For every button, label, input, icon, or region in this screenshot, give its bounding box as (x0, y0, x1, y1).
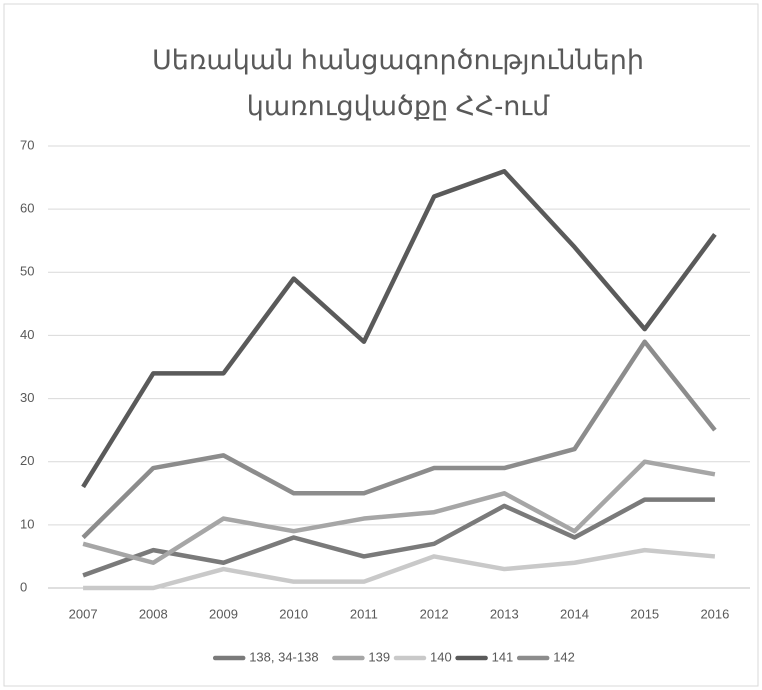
x-tick-label: 2016 (700, 606, 729, 621)
x-tick-label: 2010 (279, 606, 308, 621)
x-tick-label: 2013 (490, 606, 519, 621)
legend-label: 139 (368, 649, 390, 664)
line-series (83, 547, 716, 591)
y-tick-label: 20 (20, 453, 34, 468)
line-series (81, 169, 717, 489)
x-tick-label: 2015 (630, 606, 659, 621)
legend-label: 142 (553, 649, 575, 664)
y-tick-label: 40 (20, 327, 34, 342)
y-tick-label: 70 (20, 137, 34, 152)
line-series (81, 339, 717, 540)
legend-label: 138, 34-138 (249, 649, 318, 664)
y-tick-label: 10 (20, 516, 34, 531)
x-tick-label: 2012 (420, 606, 449, 621)
chart-title: կառուցվածքը ՀՀ-ում (247, 91, 550, 121)
x-tick-label: 2011 (350, 606, 378, 621)
x-tick-label: 2009 (209, 606, 238, 621)
legend-label: 140 (430, 649, 452, 664)
chart-title: Սեռական հանցագործությունների (152, 45, 644, 75)
chart-border (3, 3, 759, 687)
line-series (82, 459, 716, 565)
legend-label: 141 (492, 649, 514, 664)
y-tick-label: 50 (20, 264, 34, 279)
x-tick-label: 2008 (139, 606, 168, 621)
y-tick-label: 0 (20, 579, 27, 594)
x-tick-label: 2007 (69, 606, 98, 621)
y-tick-label: 30 (20, 390, 34, 405)
y-tick-label: 60 (20, 201, 34, 216)
line-series (82, 497, 715, 578)
x-tick-label: 2014 (560, 606, 589, 621)
